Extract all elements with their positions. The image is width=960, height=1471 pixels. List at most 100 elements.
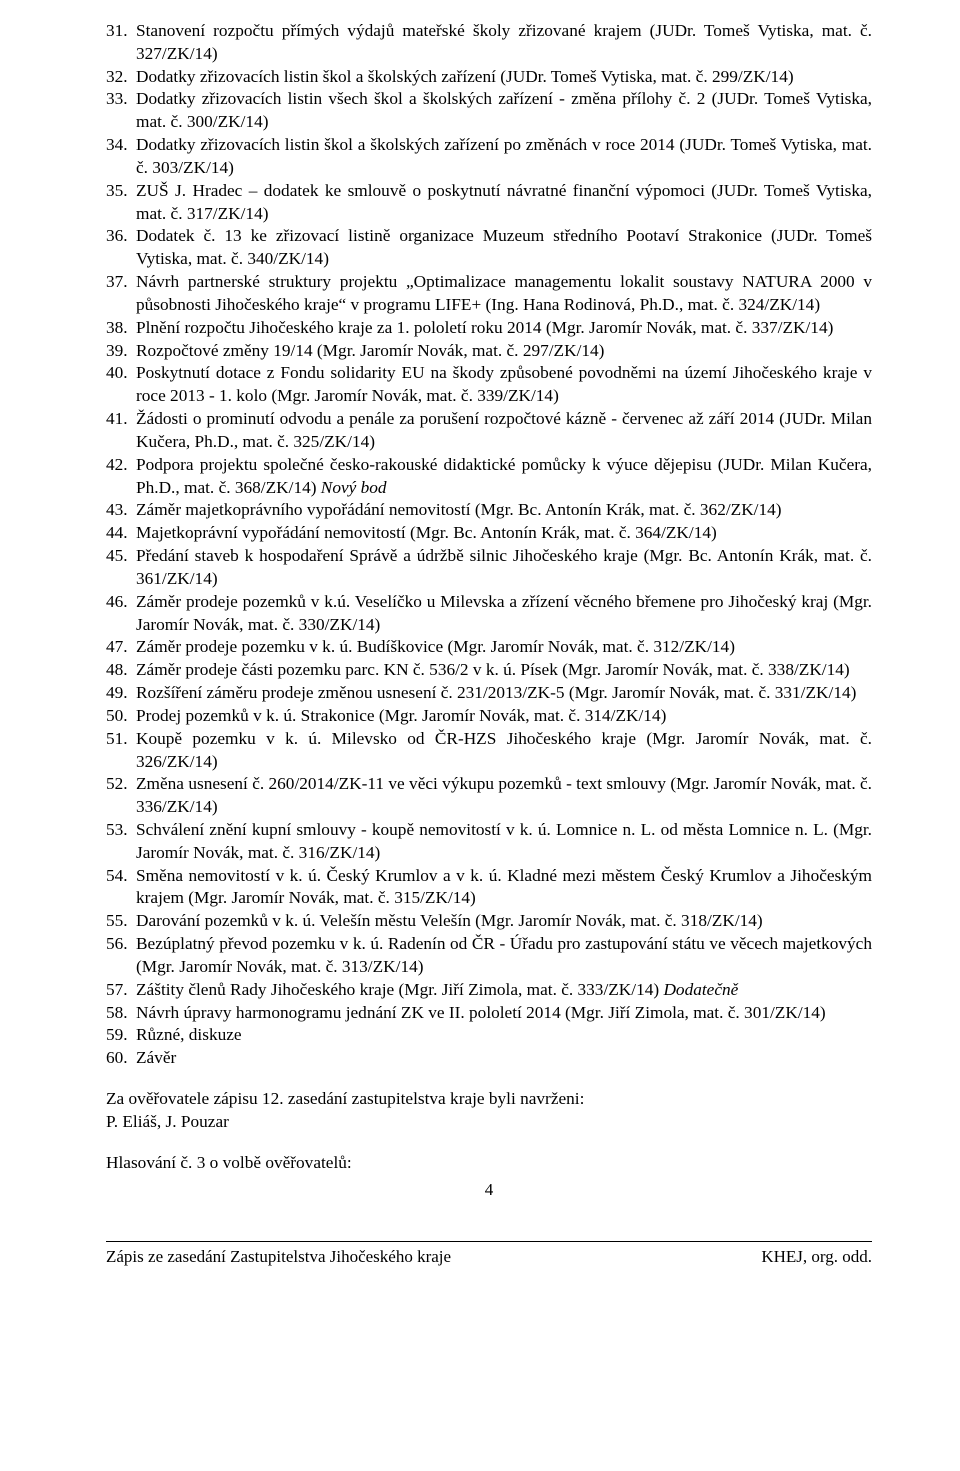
agenda-item-text: Záměr prodeje pozemku v k. ú. Budíškovic…	[136, 636, 872, 659]
agenda-item: 38.Plnění rozpočtu Jihočeského kraje za …	[106, 317, 872, 340]
agenda-item: 35.ZUŠ J. Hradec – dodatek ke smlouvě o …	[106, 180, 872, 226]
agenda-item: 54.Směna nemovitostí v k. ú. Český Kruml…	[106, 865, 872, 911]
agenda-item: 59.Různé, diskuze	[106, 1024, 872, 1047]
agenda-item: 42.Podpora projektu společné česko-rakou…	[106, 454, 872, 500]
agenda-item-number: 56.	[106, 933, 136, 956]
agenda-item: 53.Schválení znění kupní smlouvy - koupě…	[106, 819, 872, 865]
agenda-item: 44.Majetkoprávní vypořádání nemovitostí …	[106, 522, 872, 545]
agenda-item-text: Žádosti o prominutí odvodu a penále za p…	[136, 408, 872, 454]
agenda-item: 48.Záměr prodeje části pozemku parc. KN …	[106, 659, 872, 682]
footer-left: Zápis ze zasedání Zastupitelstva Jihočes…	[106, 1246, 451, 1268]
agenda-item-text: ZUŠ J. Hradec – dodatek ke smlouvě o pos…	[136, 180, 872, 226]
agenda-item-number: 60.	[106, 1047, 136, 1070]
agenda-item-text: Bezúplatný převod pozemku v k. ú. Radení…	[136, 933, 872, 979]
agenda-item-text: Rozpočtové změny 19/14 (Mgr. Jaromír Nov…	[136, 340, 872, 363]
agenda-item: 58.Návrh úpravy harmonogramu jednání ZK …	[106, 1002, 872, 1025]
agenda-item-text: Prodej pozemků v k. ú. Strakonice (Mgr. …	[136, 705, 872, 728]
agenda-item-text: Majetkoprávní vypořádání nemovitostí (Mg…	[136, 522, 872, 545]
agenda-item-number: 43.	[106, 499, 136, 522]
agenda-item-number: 33.	[106, 88, 136, 111]
agenda-item: 46.Záměr prodeje pozemků v k.ú. Veselíčk…	[106, 591, 872, 637]
agenda-item-text: Záměr prodeje části pozemku parc. KN č. …	[136, 659, 872, 682]
agenda-item-text: Dodatky zřizovacích listin škol a školsk…	[136, 134, 872, 180]
agenda-item-number: 49.	[106, 682, 136, 705]
agenda-item-number: 52.	[106, 773, 136, 796]
verifiers-intro: Za ověřovatele zápisu 12. zasedání zastu…	[106, 1088, 872, 1111]
agenda-item-text: Schválení znění kupní smlouvy - koupě ne…	[136, 819, 872, 865]
verifiers-names: P. Eliáš, J. Pouzar	[106, 1111, 872, 1134]
agenda-item-number: 48.	[106, 659, 136, 682]
agenda-item-number: 46.	[106, 591, 136, 614]
agenda-item-text: Rozšíření záměru prodeje změnou usnesení…	[136, 682, 872, 705]
agenda-item-number: 31.	[106, 20, 136, 43]
agenda-item-number: 38.	[106, 317, 136, 340]
agenda-item-text: Poskytnutí dotace z Fondu solidarity EU …	[136, 362, 872, 408]
agenda-item: 60.Závěr	[106, 1047, 872, 1070]
agenda-item-number: 51.	[106, 728, 136, 751]
agenda-item-number: 37.	[106, 271, 136, 294]
agenda-item-number: 55.	[106, 910, 136, 933]
agenda-item: 49.Rozšíření záměru prodeje změnou usnes…	[106, 682, 872, 705]
agenda-item-number: 41.	[106, 408, 136, 431]
agenda-item-number: 53.	[106, 819, 136, 842]
agenda-item: 47.Záměr prodeje pozemku v k. ú. Budíško…	[106, 636, 872, 659]
vote-line: Hlasování č. 3 o volbě ověřovatelů:	[106, 1152, 872, 1175]
agenda-item-number: 59.	[106, 1024, 136, 1047]
agenda-item: 55.Darování pozemků v k. ú. Velešín měst…	[106, 910, 872, 933]
agenda-item-number: 40.	[106, 362, 136, 385]
agenda-item-number: 42.	[106, 454, 136, 477]
agenda-item-number: 57.	[106, 979, 136, 1002]
agenda-item: 34.Dodatky zřizovacích listin škol a ško…	[106, 134, 872, 180]
agenda-item-number: 50.	[106, 705, 136, 728]
agenda-item-number: 35.	[106, 180, 136, 203]
agenda-item-text: Návrh úpravy harmonogramu jednání ZK ve …	[136, 1002, 872, 1025]
agenda-item-text: Koupě pozemku v k. ú. Milevsko od ČR-HZS…	[136, 728, 872, 774]
agenda-item-number: 47.	[106, 636, 136, 659]
page-footer: Zápis ze zasedání Zastupitelstva Jihočes…	[106, 1241, 872, 1268]
agenda-item: 57.Záštity členů Rady Jihočeského kraje …	[106, 979, 872, 1002]
agenda-item: 36.Dodatek č. 13 ke zřizovací listině or…	[106, 225, 872, 271]
agenda-item-text: Darování pozemků v k. ú. Velešín městu V…	[136, 910, 872, 933]
agenda-item: 45.Předání staveb k hospodaření Správě a…	[106, 545, 872, 591]
agenda-item: 31.Stanovení rozpočtu přímých výdajů mat…	[106, 20, 872, 66]
agenda-item: 33.Dodatky zřizovacích listin všech škol…	[106, 88, 872, 134]
agenda-item-number: 54.	[106, 865, 136, 888]
agenda-item-text: Předání staveb k hospodaření Správě a úd…	[136, 545, 872, 591]
agenda-item: 56.Bezúplatný převod pozemku v k. ú. Rad…	[106, 933, 872, 979]
agenda-item-number: 44.	[106, 522, 136, 545]
agenda-item-text: Záměr prodeje pozemků v k.ú. Veselíčko u…	[136, 591, 872, 637]
agenda-item-text: Návrh partnerské struktury projektu „Opt…	[136, 271, 872, 317]
footer-right: KHEJ, org. odd.	[761, 1246, 872, 1268]
agenda-item-text: Dodatek č. 13 ke zřizovací listině organ…	[136, 225, 872, 271]
page-content: 31.Stanovení rozpočtu přímých výdajů mat…	[0, 0, 960, 1328]
agenda-item-text: Záměr majetkoprávního vypořádání nemovit…	[136, 499, 872, 522]
agenda-item-text: Dodatky zřizovacích listin všech škol a …	[136, 88, 872, 134]
agenda-item-number: 32.	[106, 66, 136, 89]
agenda-item-text: Dodatky zřizovacích listin škol a školsk…	[136, 66, 872, 89]
agenda-item: 32.Dodatky zřizovacích listin škol a ško…	[106, 66, 872, 89]
agenda-item: 39.Rozpočtové změny 19/14 (Mgr. Jaromír …	[106, 340, 872, 363]
agenda-item-text: Stanovení rozpočtu přímých výdajů mateřs…	[136, 20, 872, 66]
agenda-item-text: Změna usnesení č. 260/2014/ZK-11 ve věci…	[136, 773, 872, 819]
agenda-item-number: 58.	[106, 1002, 136, 1025]
agenda-item-note: Dodatečně	[663, 980, 738, 999]
agenda-item-number: 36.	[106, 225, 136, 248]
agenda-list: 31.Stanovení rozpočtu přímých výdajů mat…	[106, 20, 872, 1070]
agenda-item-text: Směna nemovitostí v k. ú. Český Krumlov …	[136, 865, 872, 911]
agenda-item: 52.Změna usnesení č. 260/2014/ZK-11 ve v…	[106, 773, 872, 819]
agenda-item: 51.Koupě pozemku v k. ú. Milevsko od ČR-…	[106, 728, 872, 774]
agenda-item-text: Závěr	[136, 1047, 872, 1070]
agenda-item: 50.Prodej pozemků v k. ú. Strakonice (Mg…	[106, 705, 872, 728]
agenda-item-note: Nový bod	[321, 478, 387, 497]
agenda-item-text: Podpora projektu společné česko-rakouské…	[136, 454, 872, 500]
agenda-item-number: 39.	[106, 340, 136, 363]
agenda-item-text: Různé, diskuze	[136, 1024, 872, 1047]
agenda-item-text: Záštity členů Rady Jihočeského kraje (Mg…	[136, 979, 872, 1002]
agenda-item: 37.Návrh partnerské struktury projektu „…	[106, 271, 872, 317]
agenda-item-text: Plnění rozpočtu Jihočeského kraje za 1. …	[136, 317, 872, 340]
agenda-item: 43.Záměr majetkoprávního vypořádání nemo…	[106, 499, 872, 522]
agenda-item: 41.Žádosti o prominutí odvodu a penále z…	[106, 408, 872, 454]
agenda-item-number: 45.	[106, 545, 136, 568]
agenda-item-number: 34.	[106, 134, 136, 157]
agenda-item: 40.Poskytnutí dotace z Fondu solidarity …	[106, 362, 872, 408]
